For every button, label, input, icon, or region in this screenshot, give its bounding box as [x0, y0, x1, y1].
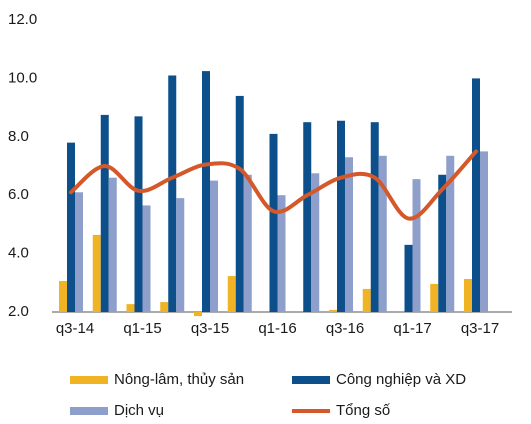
y-tick-label: 10.0	[8, 69, 37, 86]
bar	[464, 279, 472, 312]
legend-swatch	[70, 376, 108, 384]
bar	[108, 177, 117, 312]
bar	[100, 114, 109, 313]
y-tick-label: 8.0	[8, 128, 29, 145]
bar	[235, 95, 244, 312]
x-tick-label: q3-16	[326, 320, 364, 337]
bar	[303, 122, 312, 312]
bar	[59, 281, 67, 312]
bar	[92, 234, 101, 312]
bar	[345, 157, 353, 312]
x-tick-label: q1-17	[393, 320, 431, 337]
bar	[378, 155, 387, 312]
x-tick-label: q1-16	[258, 320, 296, 337]
bar	[446, 155, 455, 312]
x-tick-label: q3-15	[191, 320, 229, 337]
legend-swatch	[292, 376, 330, 384]
bar	[311, 173, 320, 312]
bar	[168, 75, 177, 312]
bar	[438, 174, 447, 312]
bar	[277, 195, 286, 312]
y-tick-label: 2.0	[8, 303, 29, 320]
bar	[337, 120, 345, 313]
bar	[329, 309, 337, 312]
bar	[202, 71, 210, 312]
x-tick-label: q3-14	[56, 320, 94, 337]
bar	[176, 198, 185, 312]
bar	[269, 133, 278, 312]
bar	[227, 276, 236, 312]
bar	[194, 312, 202, 317]
bar	[472, 78, 480, 313]
bar	[480, 151, 488, 312]
bar	[404, 244, 413, 312]
legend-label: Tổng số	[336, 402, 391, 419]
bar	[67, 142, 75, 312]
legend-swatch	[70, 407, 108, 415]
bar	[370, 122, 379, 312]
y-tick-label: 12.0	[8, 11, 37, 28]
line	[69, 149, 478, 221]
x-tick-label: q3-17	[461, 320, 499, 337]
bar	[160, 302, 169, 312]
bar	[142, 205, 151, 312]
bar	[243, 174, 252, 312]
x-tick-label: q1-15	[123, 320, 161, 337]
legend-label: Nông-lâm, thủy sản	[114, 371, 244, 388]
legend-label: Dịch vụ	[114, 402, 164, 419]
y-tick-label: 4.0	[8, 245, 29, 262]
bar	[362, 288, 371, 312]
bar	[430, 283, 439, 312]
legend-label: Công nghiệp và XD	[336, 371, 466, 388]
y-tick-label: 6.0	[8, 186, 29, 203]
bar	[126, 304, 135, 312]
bar	[412, 179, 421, 312]
bar	[210, 180, 218, 312]
bar	[134, 116, 143, 312]
bar	[75, 192, 83, 312]
